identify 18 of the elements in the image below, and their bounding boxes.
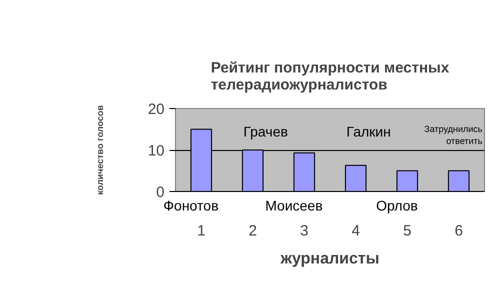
x-tick-label: 3 bbox=[300, 222, 308, 240]
x-tick-label: 6 bbox=[454, 222, 463, 240]
x-tick-label: 2 bbox=[248, 222, 257, 240]
text: Моисеев bbox=[265, 198, 323, 214]
annotation: Затруднились ответить bbox=[424, 124, 483, 146]
x-tick-label: 1 bbox=[197, 222, 206, 240]
text: Орлов bbox=[376, 198, 418, 214]
chart-title: Рейтинг популярности местных телерадиожурналистов bbox=[210, 60, 450, 94]
y-tick-label: 20 bbox=[148, 101, 165, 118]
annotation: Галкин bbox=[346, 124, 391, 140]
x-axis-title: журналисты bbox=[280, 250, 380, 268]
y-tick-label: 10 bbox=[148, 142, 165, 160]
x-tick-label: 5 bbox=[403, 222, 412, 240]
y-tick-label: 0 bbox=[156, 184, 164, 201]
x-tick-label: 4 bbox=[352, 222, 360, 240]
annotation: Грачев bbox=[243, 124, 288, 140]
y-axis-title: количество голосов bbox=[94, 104, 105, 195]
text: Фонотов bbox=[163, 198, 219, 214]
